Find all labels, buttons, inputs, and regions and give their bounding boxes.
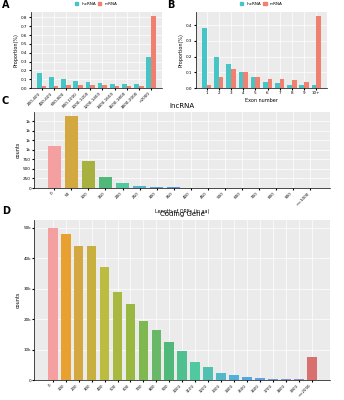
- Bar: [134, 84, 139, 88]
- Bar: [216, 373, 226, 380]
- Bar: [231, 69, 236, 88]
- Bar: [191, 362, 200, 380]
- Bar: [42, 86, 46, 88]
- Bar: [164, 342, 174, 380]
- Title: lncRNA: lncRNA: [170, 103, 195, 109]
- Bar: [87, 246, 96, 380]
- Bar: [98, 83, 103, 88]
- Bar: [168, 187, 180, 188]
- Bar: [115, 86, 119, 88]
- Bar: [61, 79, 66, 88]
- Bar: [316, 16, 321, 88]
- Bar: [48, 146, 61, 188]
- Bar: [147, 57, 151, 88]
- Bar: [90, 85, 95, 88]
- Bar: [74, 246, 84, 380]
- X-axis label: Transcript length(bp): Transcript length(bp): [71, 113, 122, 118]
- Bar: [255, 77, 260, 88]
- Bar: [65, 116, 78, 188]
- Legend: lncRNA, mRNA: lncRNA, mRNA: [73, 0, 119, 8]
- Bar: [263, 82, 268, 88]
- Text: C: C: [2, 96, 9, 106]
- Bar: [99, 176, 112, 188]
- Bar: [86, 82, 90, 88]
- Bar: [122, 84, 127, 88]
- Bar: [226, 64, 231, 88]
- Bar: [307, 357, 317, 380]
- Bar: [133, 186, 146, 188]
- Bar: [73, 81, 78, 88]
- Bar: [219, 77, 224, 88]
- Bar: [242, 378, 252, 380]
- Bar: [287, 85, 292, 88]
- Y-axis label: counts: counts: [15, 292, 21, 308]
- Text: B: B: [167, 0, 175, 10]
- Text: A: A: [2, 0, 10, 10]
- Bar: [139, 86, 143, 88]
- Bar: [292, 80, 297, 88]
- Bar: [66, 85, 71, 88]
- Bar: [116, 183, 129, 188]
- Bar: [229, 376, 239, 380]
- Bar: [139, 320, 148, 380]
- Bar: [178, 351, 187, 380]
- Bar: [238, 72, 243, 88]
- Bar: [78, 85, 83, 88]
- Text: D: D: [2, 206, 10, 216]
- Bar: [151, 16, 156, 88]
- Bar: [112, 292, 122, 380]
- Bar: [281, 379, 291, 380]
- Bar: [48, 228, 57, 380]
- Bar: [268, 379, 278, 380]
- Bar: [280, 78, 284, 88]
- X-axis label: Length of ORFs (in aa): Length of ORFs (in aa): [155, 209, 209, 214]
- Bar: [127, 86, 131, 88]
- Y-axis label: Proportion(%): Proportion(%): [178, 33, 183, 67]
- Y-axis label: counts: counts: [15, 142, 20, 158]
- Bar: [202, 28, 207, 88]
- Bar: [37, 73, 42, 88]
- Bar: [255, 378, 265, 380]
- Legend: lncRNA, mRNA: lncRNA, mRNA: [238, 0, 284, 8]
- Bar: [103, 85, 107, 88]
- Y-axis label: Proportion(%): Proportion(%): [13, 33, 18, 67]
- Bar: [251, 77, 255, 88]
- Bar: [268, 78, 272, 88]
- Bar: [312, 85, 316, 88]
- Bar: [207, 85, 211, 88]
- X-axis label: Exon number: Exon number: [245, 98, 278, 103]
- Bar: [299, 85, 304, 88]
- Bar: [82, 161, 95, 188]
- Bar: [152, 330, 161, 380]
- Title: Coding Gene: Coding Gene: [160, 211, 205, 217]
- Bar: [54, 86, 58, 88]
- Bar: [275, 83, 280, 88]
- Bar: [49, 78, 54, 88]
- Bar: [203, 367, 213, 380]
- Bar: [243, 72, 248, 88]
- Bar: [61, 234, 71, 380]
- Bar: [214, 56, 219, 88]
- Bar: [100, 267, 109, 380]
- Bar: [110, 84, 115, 88]
- Bar: [126, 304, 135, 380]
- Bar: [150, 187, 163, 188]
- Bar: [304, 82, 309, 88]
